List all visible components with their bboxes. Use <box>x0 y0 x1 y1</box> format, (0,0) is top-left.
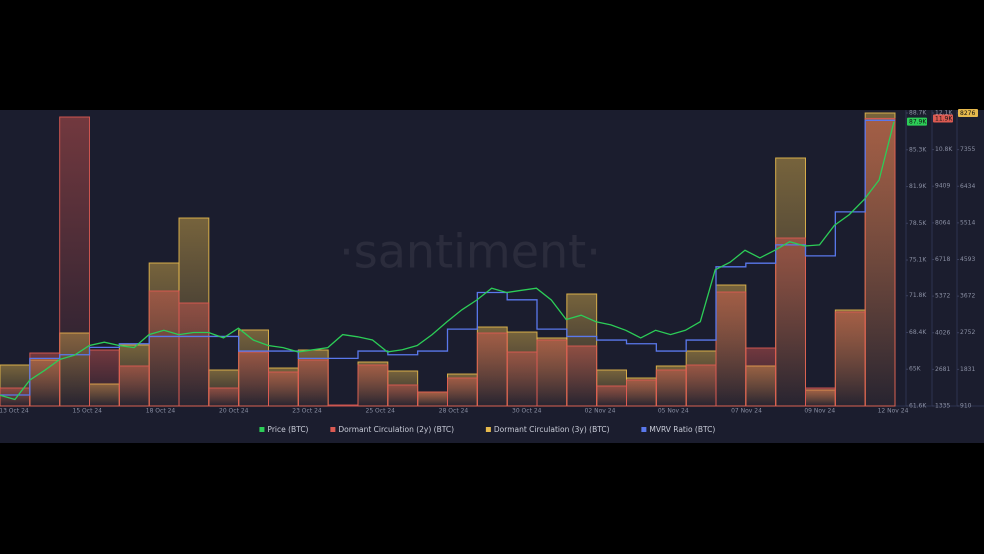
dormant-step <box>805 387 836 407</box>
y-tick-label: 3672 <box>960 293 975 300</box>
dormant-step <box>476 332 508 407</box>
x-tick-label: 15 Oct 24 <box>73 408 103 415</box>
dormant-step <box>357 364 389 407</box>
y-tick-label: 78.5K <box>909 220 927 227</box>
legend-swatch <box>259 427 265 432</box>
x-tick-label: 28 Oct 24 <box>439 408 469 415</box>
dormant-step <box>715 291 747 407</box>
y-tick-label: 85.3K <box>909 146 927 153</box>
dormant-step <box>118 365 150 407</box>
y-tick-label: 7355 <box>960 146 975 153</box>
x-tick-label: 23 Oct 24 <box>292 408 322 415</box>
y-tick-label: 6718 <box>935 256 950 263</box>
dormant-step <box>148 290 180 407</box>
x-tick-label: 18 Oct 24 <box>146 408 176 415</box>
dormant-step <box>178 302 210 407</box>
x-tick-label: 07 Nov 24 <box>731 408 762 415</box>
y-tick-label: 910 <box>960 403 972 410</box>
y-tick-label: 65K <box>909 366 922 373</box>
dormant-step <box>775 237 807 407</box>
y-tick-label: 2752 <box>960 329 975 336</box>
dormant-step <box>655 369 687 407</box>
y-tick-label: 4026 <box>935 329 950 336</box>
x-tick-label: 13 Oct 24 <box>0 408 29 415</box>
x-tick-label: 12 Nov 24 <box>878 408 909 415</box>
y-tick-label: 10.8K <box>935 146 953 153</box>
dormant-step <box>566 345 598 407</box>
watermark: ·santiment· <box>339 225 601 279</box>
dormant-step <box>447 377 478 407</box>
mvrv-line <box>0 119 895 396</box>
y-tick-label: 75.1K <box>909 257 927 264</box>
dormant-step <box>29 352 61 407</box>
y-tick-label: 81.9K <box>909 183 927 190</box>
legend-swatch <box>330 427 336 432</box>
dormant-step <box>536 339 568 407</box>
last-value-badge <box>958 109 978 117</box>
dormant-step <box>297 359 329 407</box>
dormant-step <box>596 385 628 407</box>
last-value-label: 11.9K <box>935 115 953 122</box>
y-tick-label: 88.7K <box>909 110 927 117</box>
dormant-step <box>417 391 448 407</box>
legend-label: Dormant Circulation (3y) (BTC) <box>494 425 610 434</box>
y-tick-label: 2681 <box>935 366 950 373</box>
x-tick-label: 20 Oct 24 <box>219 408 249 415</box>
y-tick-label: 1335 <box>935 403 950 410</box>
dormant-step <box>864 117 896 407</box>
dormant-step <box>238 351 270 407</box>
x-tick-label: 30 Oct 24 <box>512 408 542 415</box>
legend-swatch <box>485 427 491 432</box>
y-tick-label: 5372 <box>935 293 950 300</box>
x-tick-label: 02 Nov 24 <box>585 408 616 415</box>
dormant-step <box>59 116 91 407</box>
y-tick-label: 71.8K <box>909 292 927 299</box>
price-line <box>0 121 895 401</box>
last-value-badge <box>907 117 927 126</box>
dormant-step <box>506 351 538 407</box>
dormant-step <box>834 311 866 407</box>
x-tick-label: 25 Oct 24 <box>366 408 396 415</box>
y-tick-label: 12.1K <box>935 110 953 117</box>
dormant-step <box>685 364 717 407</box>
legend-label: Dormant Circulation (2y) (BTC) <box>338 425 454 434</box>
dormant-step <box>89 349 120 407</box>
y-tick-label: 1831 <box>960 366 975 373</box>
dormant-step <box>745 347 777 407</box>
dormant-step <box>387 384 419 407</box>
y-tick-label: 6434 <box>960 183 975 190</box>
dormant-step <box>268 371 299 407</box>
y-tick-label: 8064 <box>935 219 950 226</box>
y-tick-label: 68.4K <box>909 329 927 336</box>
dormant-step <box>208 387 240 407</box>
y-tick-label: 9409 <box>935 183 950 190</box>
y-tick-label: 4593 <box>960 256 975 263</box>
y-tick-label: 61.6K <box>909 403 927 410</box>
y-tick-label: 5514 <box>960 219 975 226</box>
last-value-badge <box>933 114 953 123</box>
x-tick-label: 05 Nov 24 <box>658 408 689 415</box>
dormant-step <box>327 404 359 407</box>
dormant-step <box>626 379 657 407</box>
legend-swatch <box>641 427 647 432</box>
legend-label: Price (BTC) <box>267 425 308 434</box>
last-value-label: 8276 <box>960 110 975 117</box>
last-value-label: 87.9K <box>909 119 927 126</box>
x-tick-label: 09 Nov 24 <box>804 408 835 415</box>
legend-label: MVRV Ratio (BTC) <box>649 425 715 434</box>
